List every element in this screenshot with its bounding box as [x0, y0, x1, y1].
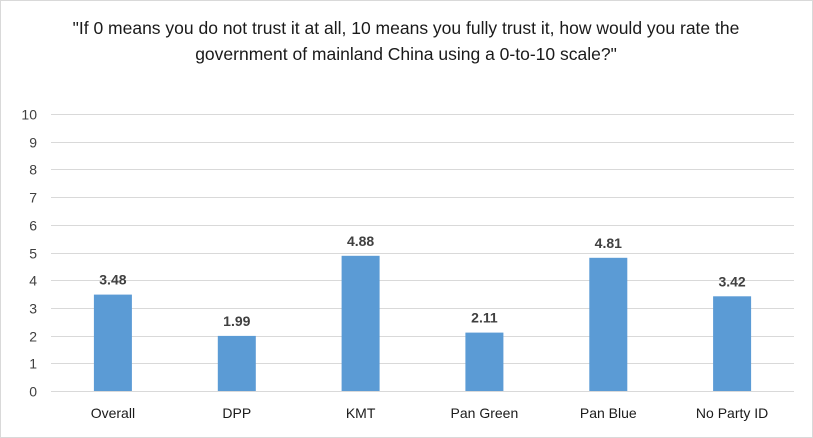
y-tick-label-1: 1 [29, 356, 37, 372]
chart-title: "If 0 means you do not trust it at all, … [72, 18, 740, 64]
y-tick-label-3: 3 [29, 301, 37, 317]
y-tick-label-5: 5 [29, 246, 37, 262]
bar-overall [93, 294, 132, 391]
y-tick-label-2: 2 [29, 329, 37, 345]
y-tick-label-6: 6 [29, 218, 37, 234]
y-tick-label-8: 8 [29, 162, 37, 178]
data-label-pan-green: 2.11 [471, 310, 498, 326]
x-tick-label-dpp: DPP [222, 405, 251, 421]
x-tick-label-overall: Overall [91, 405, 135, 421]
bar-no-party-id [713, 296, 752, 391]
y-tick-label-9: 9 [29, 135, 37, 151]
data-label-no-party-id: 3.42 [718, 273, 745, 289]
y-tick-label-0: 0 [29, 384, 37, 400]
data-label-pan-blue: 4.81 [595, 235, 622, 251]
x-tick-label-pan-green: Pan Green [451, 405, 519, 421]
y-tick-label-4: 4 [29, 273, 37, 289]
data-label-overall: 3.48 [99, 272, 126, 288]
y-tick-label-7: 7 [29, 190, 37, 206]
bar-dpp [217, 335, 256, 391]
bar-pan-blue [589, 257, 628, 391]
x-tick-label-no-party-id: No Party ID [696, 405, 768, 421]
bar-pan-green [465, 332, 504, 391]
data-label-kmt: 4.88 [347, 233, 374, 249]
bar-kmt [341, 255, 380, 391]
x-tick-label-pan-blue: Pan Blue [580, 405, 637, 421]
x-tick-label-kmt: KMT [346, 405, 376, 421]
y-tick-label-10: 10 [21, 107, 37, 123]
data-label-dpp: 1.99 [223, 313, 250, 329]
